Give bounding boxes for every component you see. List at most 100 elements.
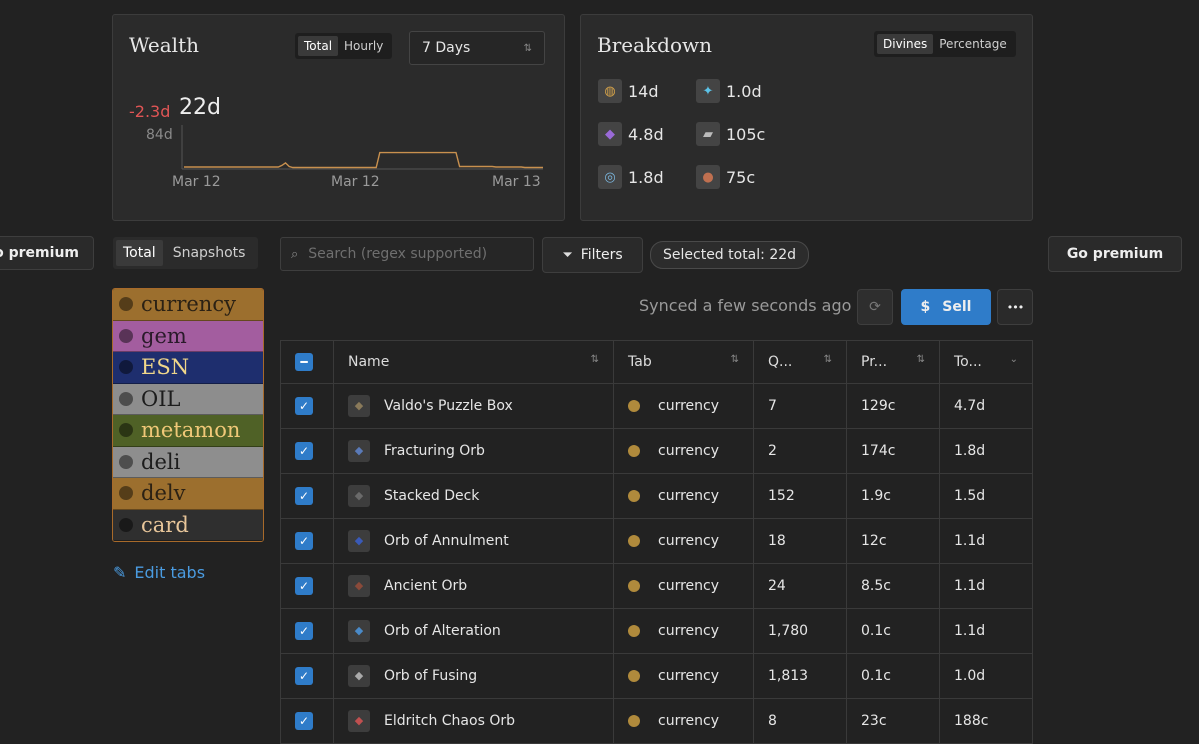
search-placeholder: Search (regex supported) [308,246,488,262]
breakdown-item: ✦ 1.0d [696,79,762,103]
filters-button[interactable]: ⏷ Filters [542,237,643,273]
toggle-total[interactable]: Total [298,36,339,56]
table-row[interactable]: ✓ ◆ Orb of Alteration currency 1,780 0.1c 1.1d [280,608,1033,654]
breakdown-value: 4.8d [628,124,664,144]
more-options-button[interactable]: ••• [997,289,1033,325]
item-price: 23c [846,698,940,744]
item-tab-cell: currency [613,608,754,654]
sell-label: Sell [942,299,972,315]
row-select-cell[interactable]: ✓ [280,608,334,654]
stash-tab-esn[interactable]: ESN [113,352,263,384]
row-select-cell[interactable]: ✓ [280,473,334,519]
period-select[interactable]: 7 Days ⇅ [409,31,545,65]
item-tab-cell: currency [613,383,754,429]
header-price[interactable]: Pr... ⇅ [846,340,940,384]
select-all-checkbox[interactable]: ━ [295,353,313,371]
row-checkbox[interactable]: ✓ [295,442,313,460]
item-tab: currency [658,398,719,414]
header-name[interactable]: Name ⇅ [333,340,614,384]
stash-tab-label: currency [141,292,236,317]
row-checkbox[interactable]: ✓ [295,532,313,550]
stash-tab-metamon[interactable]: metamon [113,415,263,447]
breakdown-mode-toggle: Divines Percentage [874,31,1016,57]
currency-icon [628,580,640,592]
stash-tab-gem[interactable]: gem [113,320,263,352]
item-quantity: 8 [753,698,847,744]
header-total[interactable]: To... ⌄ [939,340,1033,384]
go-premium-left-button[interactable]: o premium [0,236,94,270]
row-checkbox[interactable]: ✓ [295,712,313,730]
view-total[interactable]: Total [116,240,163,266]
essence-icon: ✦ [696,79,720,103]
tab-icon [119,328,133,343]
stash-tab-delv[interactable]: delv [113,478,263,510]
row-checkbox[interactable]: ✓ [295,577,313,595]
row-select-cell[interactable]: ✓ [280,698,334,744]
header-tab[interactable]: Tab ⇅ [613,340,754,384]
row-checkbox[interactable]: ✓ [295,622,313,640]
table-row[interactable]: ✓ ◆ Fracturing Orb currency 2 174c 1.8d [280,428,1033,474]
select-all-cell[interactable]: ━ [280,340,334,384]
row-checkbox[interactable]: ✓ [295,487,313,505]
stash-tab-deli[interactable]: deli [113,446,263,478]
table-row[interactable]: ✓ ◆ Orb of Annulment currency 18 12c 1.1d [280,518,1033,564]
header-quantity[interactable]: Q... ⇅ [753,340,847,384]
item-name-cell: ◆ Eldritch Chaos Orb [333,698,614,744]
item-tab: currency [658,578,719,594]
table-row[interactable]: ✓ ◆ Orb of Fusing currency 1,813 0.1c 1.0d [280,653,1033,699]
breakdown-item: ● 75c [696,165,755,189]
item-name: Orb of Alteration [384,623,501,639]
item-quantity: 7 [753,383,847,429]
breakdown-item: ▰ 105c [696,122,765,146]
item-tab-cell: currency [613,473,754,519]
stash-tab-card[interactable]: card [113,509,263,541]
item-total: 1.5d [939,473,1033,519]
row-select-cell[interactable]: ✓ [280,563,334,609]
breakdown-item: ◍ 14d [598,79,659,103]
row-select-cell[interactable]: ✓ [280,383,334,429]
wealth-change: -2.3d [129,102,171,121]
stash-tab-currency[interactable]: currency [113,289,263,321]
table-row[interactable]: ✓ ◆ Stacked Deck currency 152 1.9c 1.5d [280,473,1033,519]
item-total: 188c [939,698,1033,744]
stash-tab-oil[interactable]: OIL [113,383,263,415]
table-row[interactable]: ✓ ◆ Eldritch Chaos Orb currency 8 23c 188c [280,698,1033,744]
table-row[interactable]: ✓ ◆ Valdo's Puzzle Box currency 7 129c 4.7d [280,383,1033,429]
stash-tab-label: deli [141,449,181,474]
row-select-cell[interactable]: ✓ [280,428,334,474]
item-icon: ◆ [348,530,370,552]
x-label-2: Mar 12 [331,174,380,190]
item-quantity: 152 [753,473,847,519]
breakdown-value: 75c [726,167,756,187]
sort-icon: ⇅ [730,354,739,365]
item-tab: currency [658,713,719,729]
tab-icon [119,517,133,532]
row-checkbox[interactable]: ✓ [295,397,313,415]
stash-tab-label: OIL [141,386,181,411]
item-icon: ◆ [348,710,370,732]
toggle-hourly[interactable]: Hourly [344,39,384,53]
item-tab: currency [658,443,719,459]
stash-tab-label: card [141,512,189,537]
toggle-divines[interactable]: Divines [877,34,934,54]
table-header-row: ━ Name ⇅ Tab ⇅ Q... ⇅ Pr... ⇅ To... ⌄ [280,340,1033,384]
wealth-series-line [184,151,543,169]
item-tab: currency [658,623,719,639]
tab-icon [119,454,133,469]
period-value: 7 Days [422,40,471,56]
refresh-button[interactable]: ⟳ [857,289,893,325]
go-premium-button[interactable]: Go premium [1048,236,1182,272]
row-select-cell[interactable]: ✓ [280,653,334,699]
table-row[interactable]: ✓ ◆ Ancient Orb currency 24 8.5c 1.1d [280,563,1033,609]
search-input[interactable]: ⌕ Search (regex supported) [280,237,534,271]
item-quantity: 2 [753,428,847,474]
row-select-cell[interactable]: ✓ [280,518,334,564]
item-icon: ◆ [348,575,370,597]
currency-icon [628,715,640,727]
view-snapshots[interactable]: Snapshots [172,245,246,261]
edit-tabs-link[interactable]: ✎ Edit tabs [113,563,205,582]
sell-button[interactable]: $ Sell [901,289,991,325]
toggle-percentage[interactable]: Percentage [939,37,1007,51]
row-checkbox[interactable]: ✓ [295,667,313,685]
orb-icon: ◎ [598,165,622,189]
